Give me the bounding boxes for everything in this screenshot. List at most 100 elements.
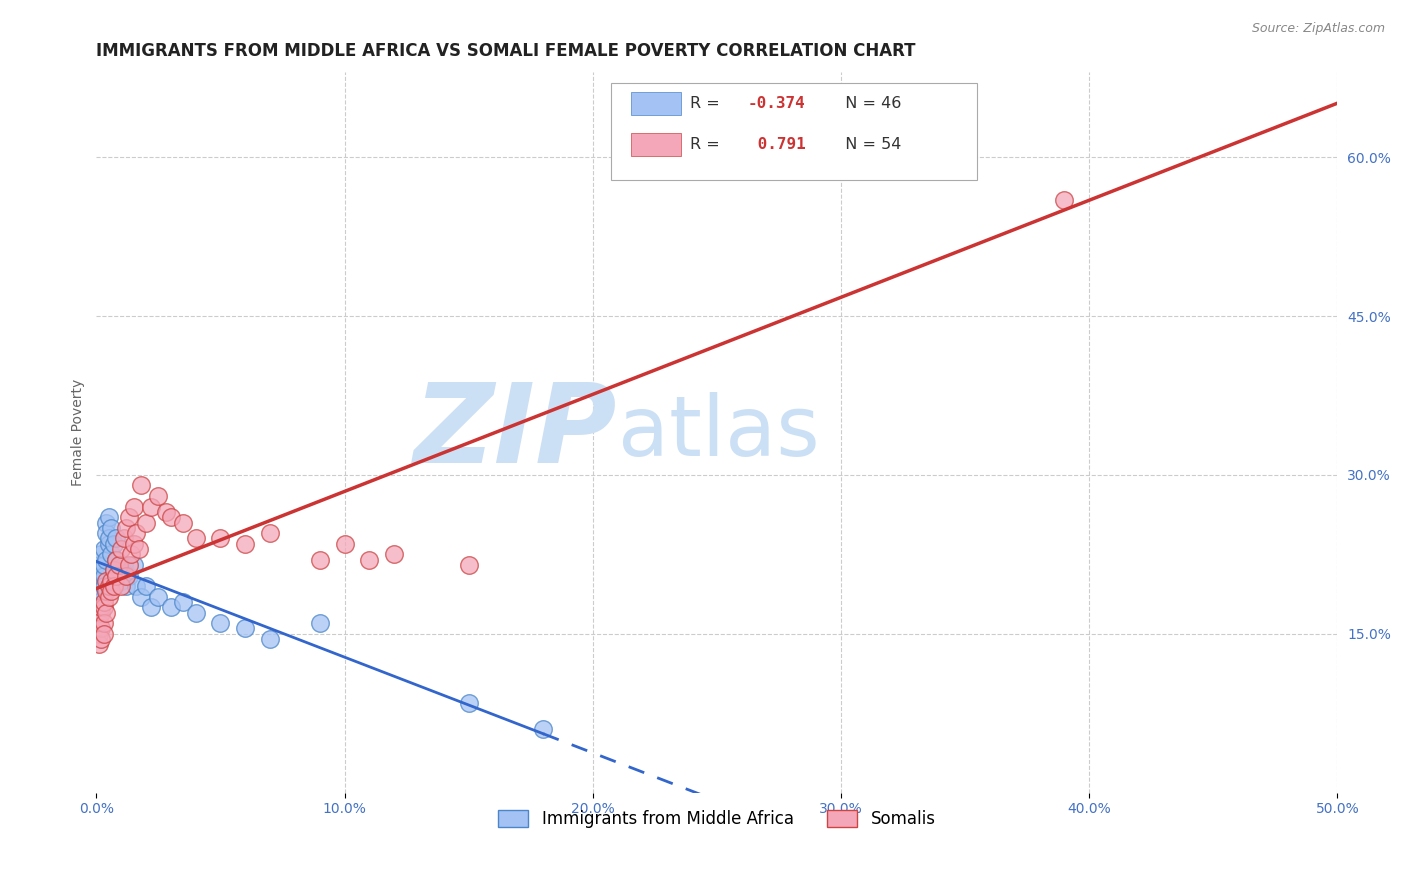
Point — [531, 722, 554, 736]
Point — [457, 558, 479, 572]
Point — [233, 537, 256, 551]
Point — [97, 590, 120, 604]
Point — [120, 547, 142, 561]
Point — [117, 568, 139, 582]
Point — [93, 568, 115, 582]
Point — [172, 516, 194, 530]
Point — [90, 600, 112, 615]
Point — [259, 632, 281, 646]
Point — [308, 616, 330, 631]
Point — [93, 542, 115, 557]
Point — [333, 537, 356, 551]
Point — [929, 161, 952, 175]
Point — [159, 510, 181, 524]
Point — [105, 568, 128, 582]
Point — [107, 563, 129, 577]
Point — [209, 532, 232, 546]
Point — [97, 537, 120, 551]
Point — [105, 532, 128, 546]
Point — [103, 537, 125, 551]
Text: Source: ZipAtlas.com: Source: ZipAtlas.com — [1251, 22, 1385, 36]
Point — [90, 600, 112, 615]
Point — [233, 622, 256, 636]
Point — [87, 616, 110, 631]
Point — [308, 552, 330, 566]
Point — [87, 595, 110, 609]
Point — [96, 584, 118, 599]
Point — [128, 542, 150, 557]
Point — [110, 579, 132, 593]
Point — [87, 611, 110, 625]
Text: N = 54: N = 54 — [835, 137, 901, 152]
Point — [117, 510, 139, 524]
Point — [382, 547, 405, 561]
Point — [93, 579, 115, 593]
Point — [90, 584, 112, 599]
Point — [87, 627, 110, 641]
Point — [125, 579, 148, 593]
Point — [209, 616, 232, 631]
Point — [115, 521, 138, 535]
Text: N = 46: N = 46 — [835, 96, 901, 111]
Point — [96, 574, 118, 588]
Point — [100, 547, 122, 561]
Point — [110, 542, 132, 557]
Point — [115, 579, 138, 593]
FancyBboxPatch shape — [612, 83, 977, 180]
Point — [122, 500, 145, 514]
Point — [105, 552, 128, 566]
Point — [457, 696, 479, 710]
Point — [112, 532, 135, 546]
Point — [1053, 193, 1076, 207]
Point — [96, 526, 118, 541]
Point — [90, 547, 112, 561]
Point — [103, 579, 125, 593]
Point — [96, 606, 118, 620]
Point — [93, 558, 115, 572]
Text: ZIP: ZIP — [415, 379, 617, 486]
Point — [100, 521, 122, 535]
Point — [110, 558, 132, 572]
Y-axis label: Female Poverty: Female Poverty — [72, 379, 86, 486]
Point — [90, 563, 112, 577]
Point — [97, 510, 120, 524]
Point — [259, 526, 281, 541]
Point — [97, 579, 120, 593]
Point — [93, 600, 115, 615]
Point — [100, 584, 122, 599]
Point — [90, 606, 112, 620]
Point — [135, 516, 157, 530]
Point — [87, 558, 110, 572]
Point — [112, 558, 135, 572]
Point — [93, 595, 115, 609]
Text: 0.791: 0.791 — [748, 137, 806, 152]
Point — [155, 505, 177, 519]
Text: atlas: atlas — [617, 392, 820, 473]
Point — [139, 500, 162, 514]
Point — [135, 579, 157, 593]
Point — [93, 627, 115, 641]
Point — [103, 563, 125, 577]
Point — [105, 552, 128, 566]
Point — [184, 606, 207, 620]
Point — [110, 574, 132, 588]
Point — [100, 574, 122, 588]
Point — [122, 537, 145, 551]
Point — [96, 516, 118, 530]
Point — [96, 552, 118, 566]
Point — [115, 568, 138, 582]
Point — [359, 552, 381, 566]
Point — [148, 489, 170, 503]
Point — [125, 526, 148, 541]
Legend: Immigrants from Middle Africa, Somalis: Immigrants from Middle Africa, Somalis — [492, 803, 942, 835]
Text: -0.374: -0.374 — [748, 96, 806, 111]
Point — [97, 532, 120, 546]
FancyBboxPatch shape — [631, 92, 681, 115]
Point — [148, 590, 170, 604]
FancyBboxPatch shape — [631, 133, 681, 156]
Point — [159, 600, 181, 615]
Point — [129, 590, 152, 604]
Point — [90, 632, 112, 646]
Point — [139, 600, 162, 615]
Point — [117, 558, 139, 572]
